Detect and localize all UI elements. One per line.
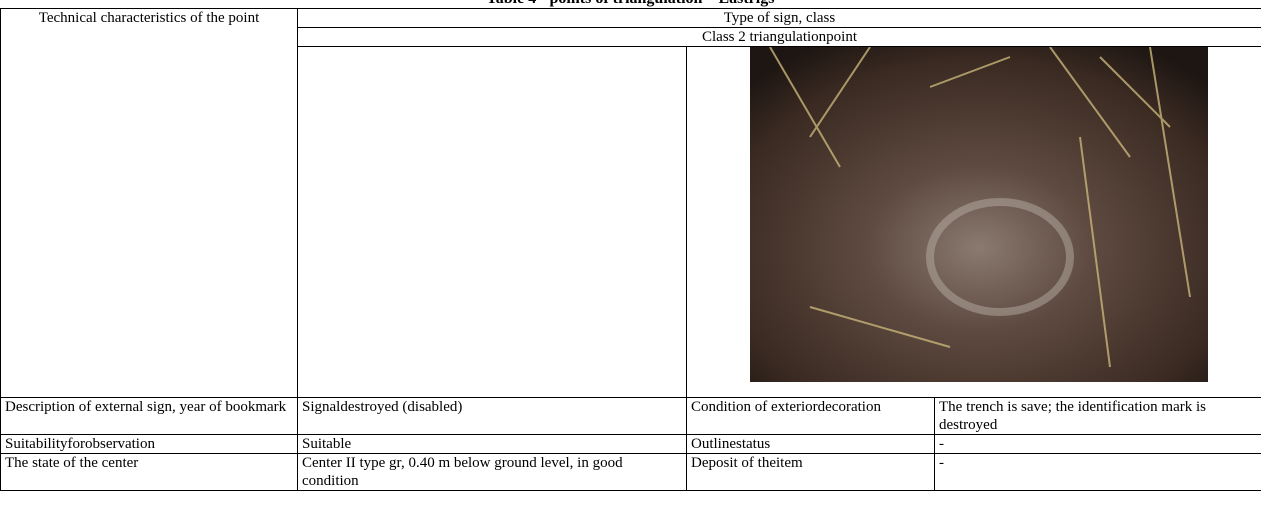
table-cell: The state of the center [1,454,298,491]
header-cell: Type of sign, class [298,9,1261,28]
photo [750,47,1208,382]
table-cell: Suitable [298,435,687,454]
table-cell: - [935,454,1261,491]
table-cell: Condition of exteriordecoration [687,398,935,435]
photo-cell [687,47,1261,398]
table-title: Table 4 - points of triangulation – East… [0,0,1261,8]
page: Table 4 - points of triangulation – East… [0,0,1261,519]
empty-cell [298,47,687,398]
table-cell: The trench is save; the identification m… [935,398,1261,435]
table-cell: Deposit of theitem [687,454,935,491]
table-row: Description of external sign, year of bo… [1,398,1261,435]
table-cell: Suitabilityforobservation [1,435,298,454]
table-cell: Signaldestroyed (disabled) [298,398,687,435]
table: Technical characteristics of the point T… [0,8,1261,491]
table-cell: - [935,435,1261,454]
table-cell: Center II type gr, 0.40 m below ground l… [298,454,687,491]
header-cell: Class 2 triangulationpoint [298,28,1261,47]
header-cell: Technical characteristics of the point [1,9,298,398]
table-cell: Outlinestatus [687,435,935,454]
table-cell: Description of external sign, year of bo… [1,398,298,435]
